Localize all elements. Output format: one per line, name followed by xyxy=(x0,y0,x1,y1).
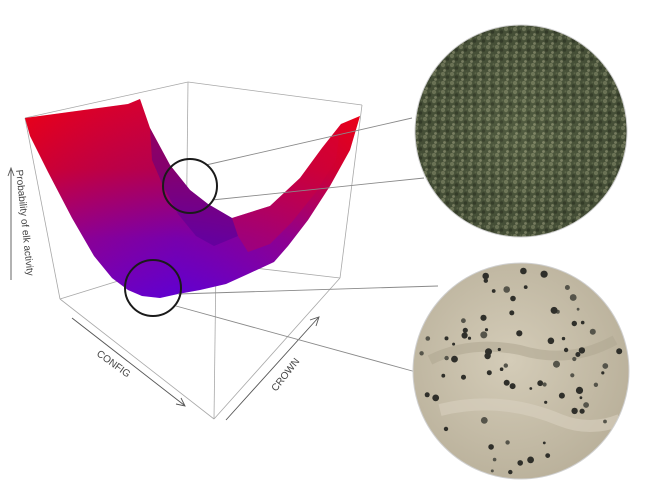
tree-crown-dot xyxy=(516,330,523,337)
tree-crown-dot xyxy=(451,355,458,363)
tree-crown-dot xyxy=(580,320,585,325)
tree-crown-dot xyxy=(425,336,431,341)
tree-crown-dot xyxy=(441,373,446,378)
tree-crown-dot xyxy=(488,444,494,450)
tree-crown-dot xyxy=(461,374,466,380)
tree-crown-dot xyxy=(593,382,599,387)
tree-crown-dot xyxy=(569,294,577,301)
z-axis-label: Probability of elk activity xyxy=(13,169,35,276)
tree-crown-dot xyxy=(467,336,472,340)
tree-crown-dot xyxy=(484,352,491,360)
tree-crown-dot xyxy=(517,460,523,466)
tree-crown-dot xyxy=(490,469,494,473)
x-axis-arrow xyxy=(71,317,185,406)
tree-crown-dot xyxy=(572,356,577,362)
y-axis-label: CROWN xyxy=(270,356,303,393)
tree-crown-dot xyxy=(603,419,607,424)
tree-crown-dot xyxy=(553,360,560,368)
tree-crown-dot xyxy=(579,396,583,400)
tree-crown-dot xyxy=(461,318,466,324)
callout-lines xyxy=(175,117,439,373)
tree-crown-dot xyxy=(571,407,578,415)
plot-box xyxy=(24,81,363,420)
tree-crown-dot xyxy=(576,307,580,311)
tree-crown-dot xyxy=(509,310,515,316)
tree-crown-dot xyxy=(480,331,488,339)
tree-crown-dot xyxy=(570,373,575,378)
sparse-trees xyxy=(419,267,623,475)
tree-crown-dot xyxy=(575,352,581,357)
tree-crown-dot xyxy=(571,320,577,327)
top-leader-lower xyxy=(211,177,425,201)
axis-arrows xyxy=(7,166,320,421)
tree-crown-dot xyxy=(499,367,504,372)
bottom-leader-lower xyxy=(175,305,417,373)
tree-crown-dot xyxy=(503,286,511,293)
tree-crown-dot xyxy=(424,392,430,398)
tree-crown-dot xyxy=(491,289,496,293)
tree-crown-dot xyxy=(602,363,609,369)
tree-crown-dot xyxy=(558,392,565,399)
tree-crown-dot xyxy=(561,336,566,341)
tree-crown-dot xyxy=(492,457,497,462)
tree-crown-dot xyxy=(575,386,584,394)
tree-crown-dot xyxy=(509,383,516,390)
tree-crown-dot xyxy=(616,348,623,355)
tree-crown-dot xyxy=(523,285,528,289)
tree-crown-dot xyxy=(589,328,596,335)
tree-crown-dot xyxy=(482,272,490,280)
tree-crown-dot xyxy=(563,347,569,353)
tree-crown-dot xyxy=(578,347,586,354)
tree-crown-dot xyxy=(432,394,440,402)
y-axis-arrow xyxy=(225,317,319,421)
tree-crown-dot xyxy=(505,440,510,445)
bottom-leader-upper xyxy=(177,285,439,295)
tree-crown-dot xyxy=(550,306,558,314)
sparse-canopy-aerial-photo xyxy=(412,262,630,480)
tree-crown-dot xyxy=(480,417,488,424)
tree-crown-dot xyxy=(508,469,513,475)
tree-crown-dot xyxy=(480,314,487,321)
tree-crown-dot xyxy=(462,327,468,333)
tree-crown-dot xyxy=(537,380,544,387)
tree-crown-dot xyxy=(444,336,449,341)
response-surface xyxy=(25,99,360,298)
tree-crown-dot xyxy=(452,342,456,346)
tree-crown-dot xyxy=(497,347,501,352)
tree-crown-dot xyxy=(461,332,468,339)
tree-crown-dot xyxy=(529,387,533,390)
tree-crown-dot xyxy=(527,456,534,464)
high-response-callout-circle xyxy=(162,158,218,214)
tree-crown-dot xyxy=(510,295,516,302)
tree-crown-dot xyxy=(542,441,546,445)
tree-crown-dot xyxy=(503,363,508,368)
tree-crown-dot xyxy=(503,379,510,386)
tree-crown-dot xyxy=(564,285,570,290)
tree-crown-dot xyxy=(486,370,492,376)
tree-crown-dot xyxy=(520,267,527,275)
tree-crown-dot xyxy=(583,402,589,408)
tree-crown-dot xyxy=(444,355,449,361)
tree-crown-dot xyxy=(484,328,489,332)
top-leader-upper xyxy=(205,117,413,166)
tree-crown-dot xyxy=(542,382,547,387)
tree-crown-dot xyxy=(443,426,449,432)
tree-crown-dot xyxy=(540,270,548,278)
x-axis-label: CONFIG xyxy=(94,349,132,381)
tree-crown-dot xyxy=(601,371,605,375)
tree-crown-dot xyxy=(579,408,585,414)
dense-canopy-aerial-photo xyxy=(414,24,628,238)
tree-crown-dot xyxy=(419,351,424,356)
low-response-callout-circle xyxy=(124,259,182,317)
tree-crown-dot xyxy=(483,278,488,283)
tree-crown-dot xyxy=(545,453,551,458)
tree-crown-dot xyxy=(547,337,555,345)
tree-crown-dot xyxy=(544,400,548,404)
